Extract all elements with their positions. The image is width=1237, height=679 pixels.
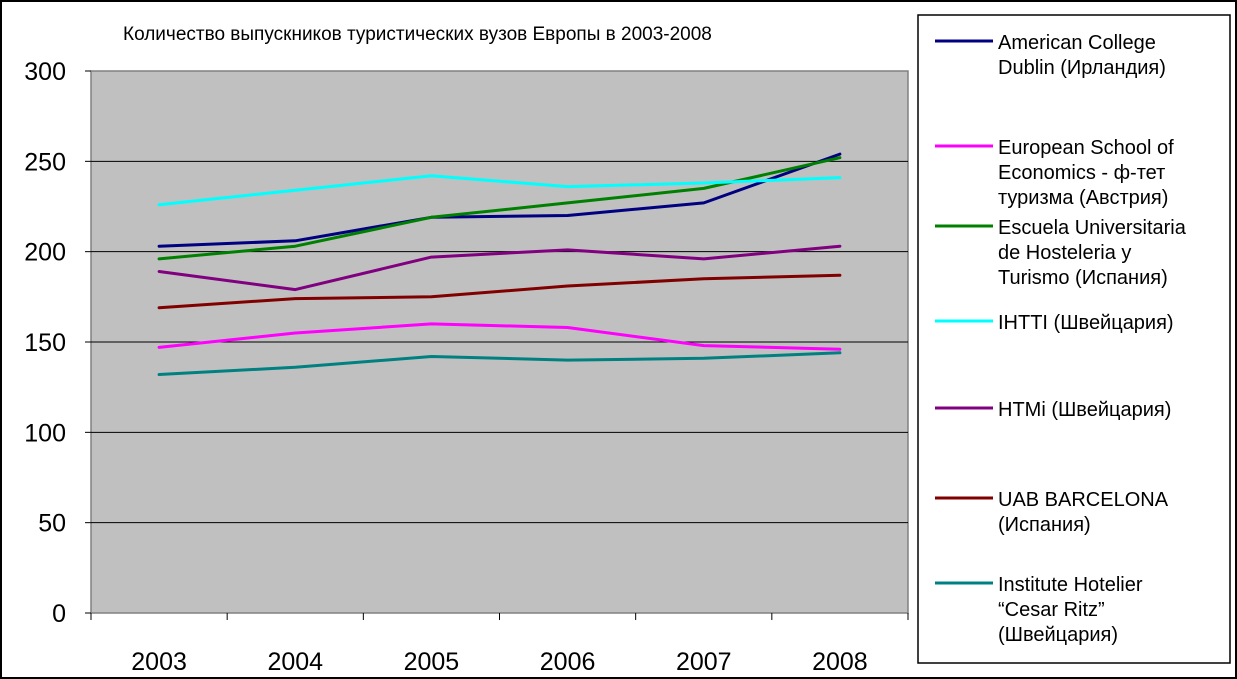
chart-title: Количество выпускников туристических вуз…	[123, 24, 712, 45]
legend-label: Institute Hotelier	[998, 574, 1143, 596]
legend-label: (Швейцария)	[998, 624, 1118, 646]
y-tick-label: 50	[38, 510, 66, 538]
series-line	[157, 351, 842, 376]
x-tick-label: 2005	[404, 648, 460, 676]
legend-label: HTMi (Швейцария)	[998, 399, 1171, 421]
x-tick-label: 2007	[676, 648, 732, 676]
series-line	[157, 174, 842, 207]
legend-label: Economics - ф-тет	[998, 162, 1165, 184]
legend-label: Turismo (Испания)	[998, 267, 1168, 289]
legend-box	[917, 14, 1231, 664]
legend: American College Dublin (Ирландия) Europea…	[935, 32, 1187, 646]
legend-label: Dublin (Ирландия)	[998, 57, 1166, 79]
legend-label: туризма (Австрия)	[998, 187, 1168, 209]
legend-label: European School of	[998, 137, 1174, 159]
legend-label: “Cesar Ritz”	[998, 599, 1105, 621]
series-line	[157, 244, 842, 292]
legend-label: IHTTI (Швейцария)	[998, 312, 1174, 334]
legend-label: Escuela Universitaria	[998, 217, 1187, 239]
legend-label: UAB BARCELONA	[998, 489, 1169, 511]
y-tick-label: 0	[52, 600, 66, 628]
axes: 0 50 100 150 200 250 300 2003 2004 2005 2006 2007 20…	[24, 58, 909, 676]
y-tick-label: 250	[24, 148, 66, 176]
x-tick-label: 2003	[131, 648, 187, 676]
y-tick-label: 200	[24, 239, 66, 267]
x-tick-label: 2006	[540, 648, 596, 676]
series-line	[157, 273, 842, 310]
legend-label: (Испания)	[998, 514, 1091, 536]
legend-label: de Hosteleria y	[998, 242, 1131, 264]
x-tick-label: 2004	[267, 648, 323, 676]
y-tick-label: 300	[24, 58, 66, 86]
y-tick-label: 150	[24, 329, 66, 357]
series-line	[157, 152, 842, 248]
series-lines	[157, 152, 842, 376]
x-tick-label: 2008	[812, 648, 868, 676]
y-tick-label: 100	[24, 419, 66, 447]
legend-label: American College	[998, 32, 1156, 54]
series-line	[157, 322, 842, 351]
